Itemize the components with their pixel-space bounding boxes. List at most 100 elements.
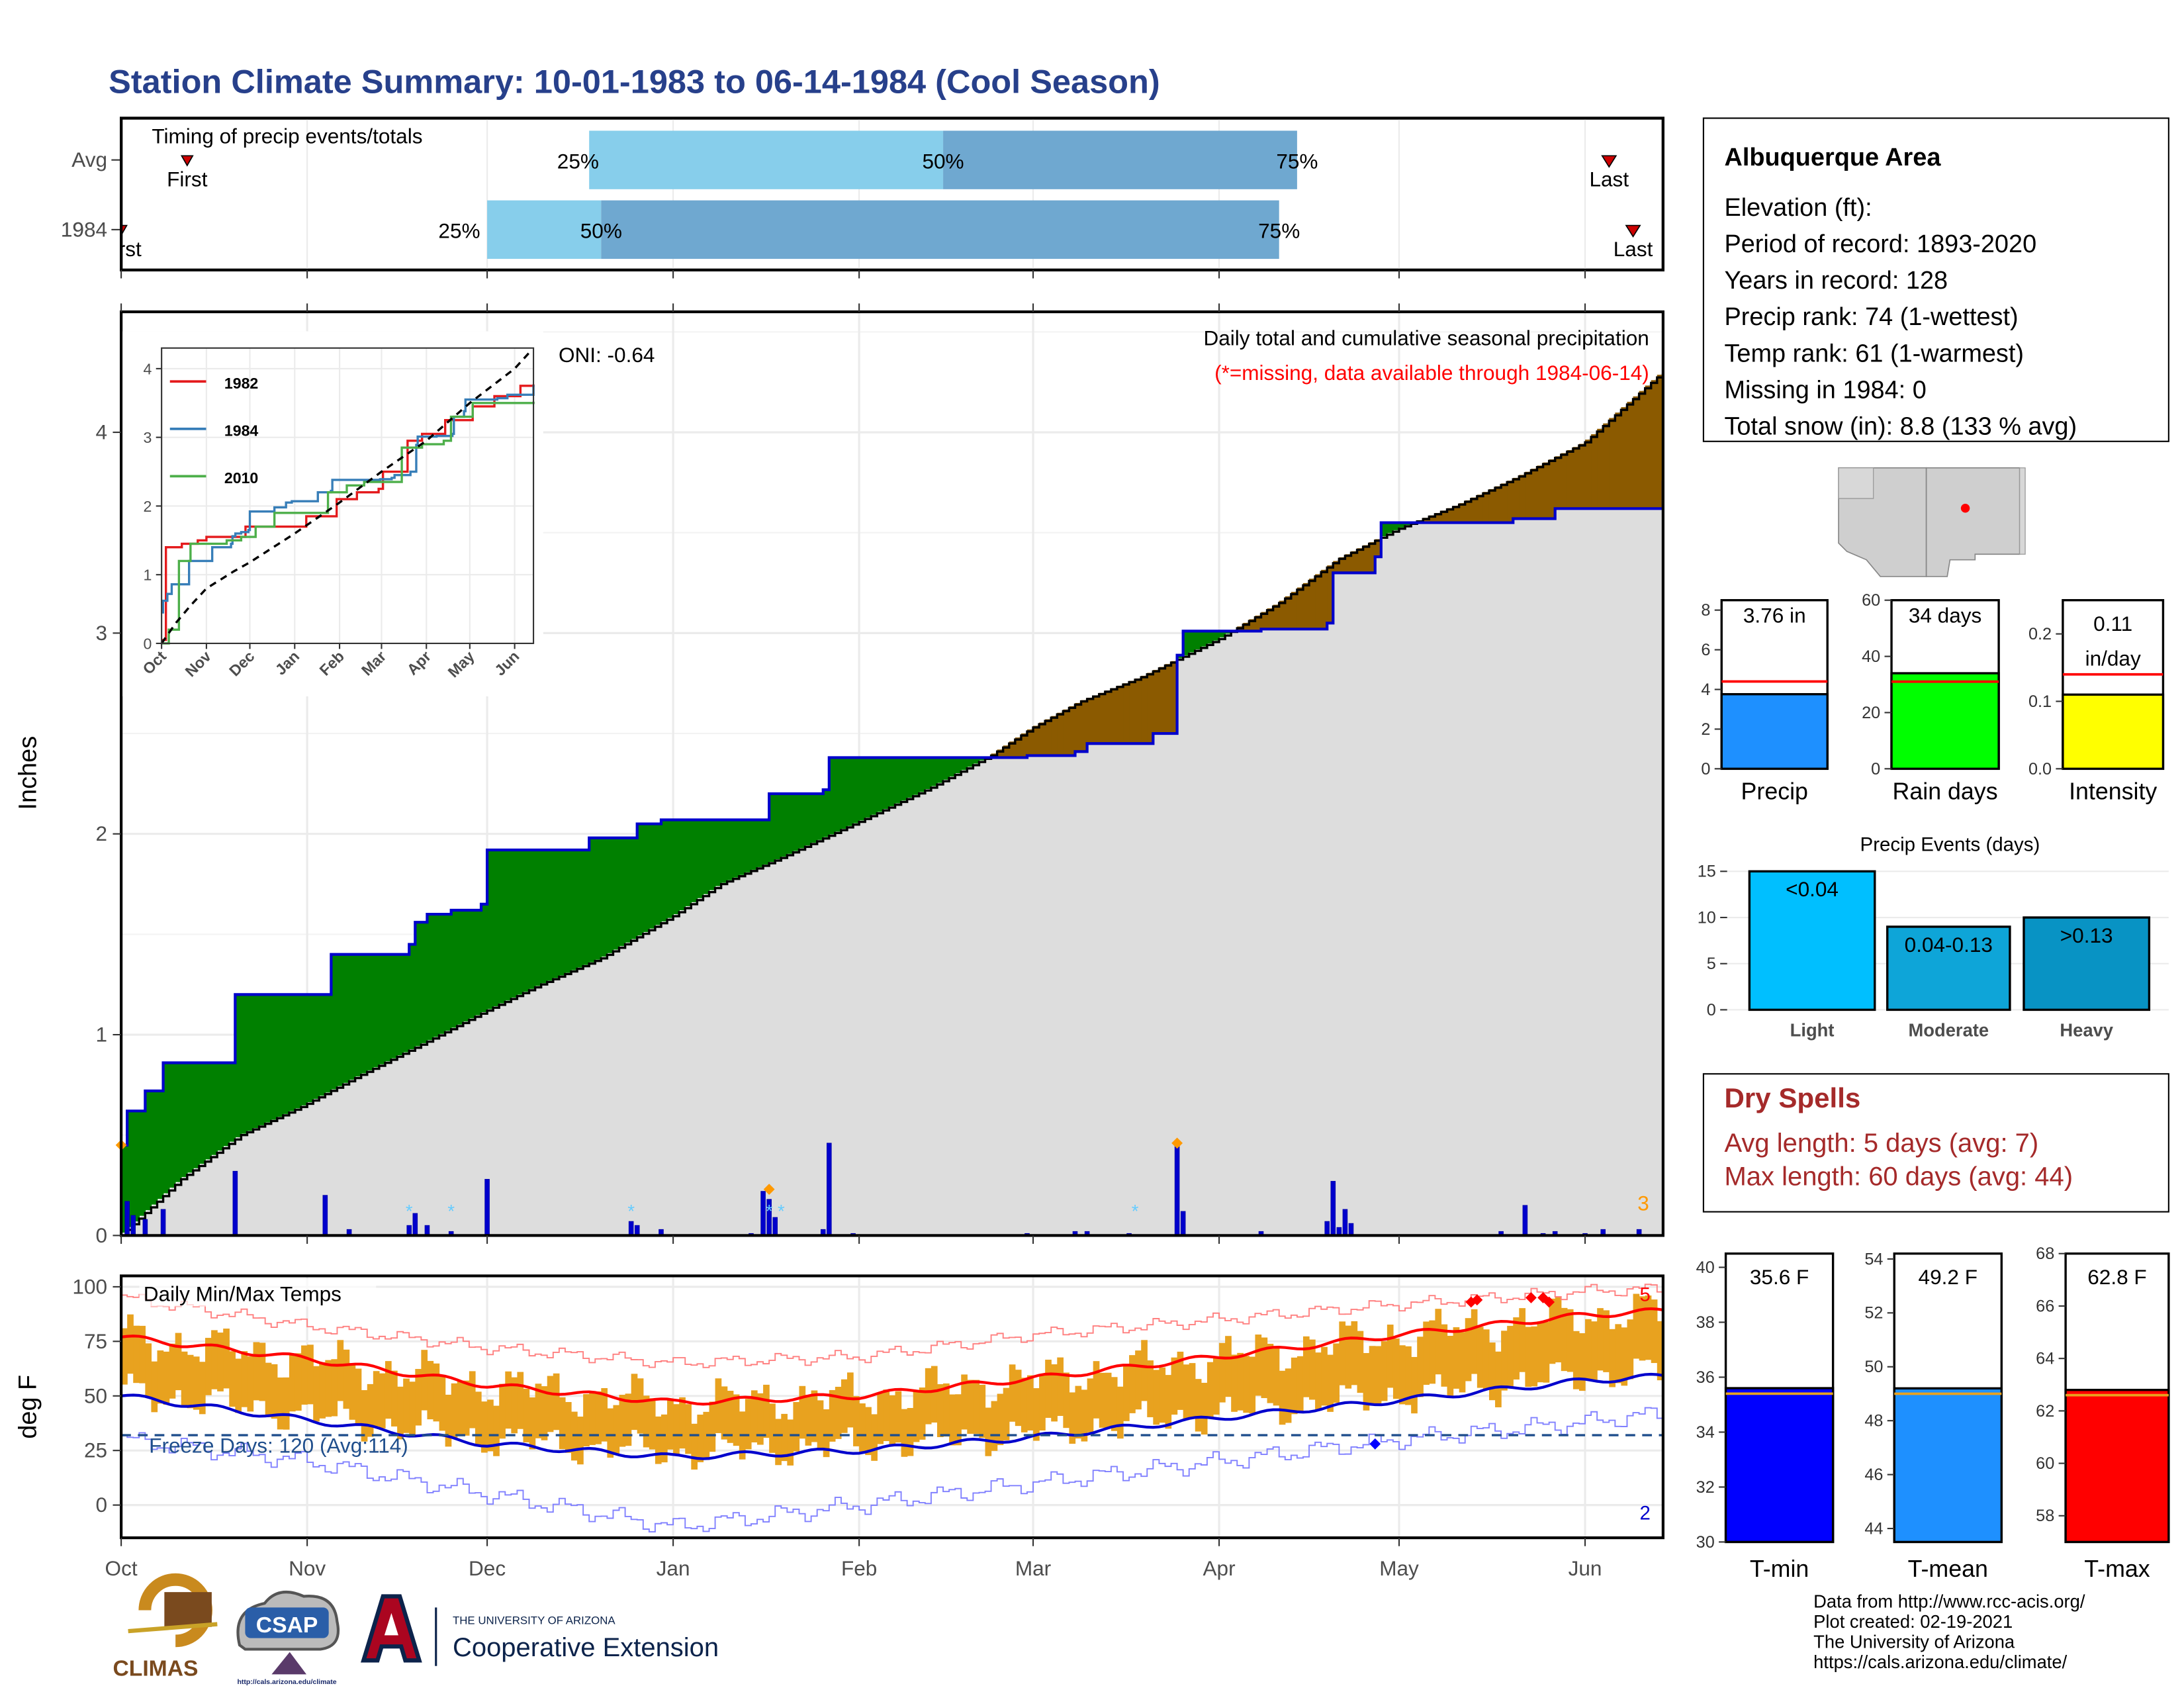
daily-temp-bar: [841, 1379, 848, 1433]
daily-temp-bar: [433, 1363, 440, 1422]
surplus-segment: [715, 820, 722, 886]
deficit-segment: [1153, 670, 1160, 734]
daily-temp-bar: [877, 1393, 884, 1444]
surplus-segment: [403, 954, 410, 1053]
daily-temp-bar: [925, 1368, 932, 1425]
station-info-line: Total snow (in): 8.8 (133 % avg): [1724, 413, 2077, 441]
station-info-line: Precip rank: 74 (1-wettest): [1724, 303, 2018, 331]
daily-temp-bar: [787, 1419, 794, 1466]
daily-temp-bar: [475, 1391, 482, 1445]
surplus-segment: [1183, 631, 1190, 655]
daily-temp-bar: [583, 1394, 590, 1447]
surplus-segment: [859, 757, 866, 821]
daily-temp-bar: [379, 1373, 386, 1429]
daily-temp-bar: [1429, 1320, 1436, 1384]
deficit-segment: [1477, 494, 1484, 523]
surplus-segment: [205, 1062, 212, 1160]
daily-temp-bar: [913, 1390, 920, 1442]
deficit-segment: [1105, 690, 1112, 744]
surplus-segment: [967, 757, 974, 767]
daily-temp-bar: [1561, 1307, 1568, 1372]
daily-temp-bar: [1087, 1378, 1094, 1432]
deficit-segment: [1147, 673, 1154, 744]
daily-precip-bar: [130, 1215, 136, 1236]
temp-summary-y-tick-label: 40: [1696, 1258, 1715, 1277]
summary-y-tick-label: 60: [1862, 591, 1880, 610]
surplus-segment: [757, 820, 764, 867]
summary-value-label: 0.11: [2093, 612, 2132, 635]
deficit-segment: [1045, 719, 1052, 756]
surplus-segment: [349, 954, 356, 1080]
timing-left-mask: [83, 119, 122, 269]
daily-temp-bar: [1327, 1354, 1334, 1412]
inset-y-tick-label: 2: [144, 498, 152, 515]
temp-summary-y-tick-label: 54: [1864, 1250, 1883, 1268]
deficit-segment: [1255, 615, 1262, 632]
surplus-segment: [367, 954, 374, 1070]
daily-temp-bar: [865, 1407, 872, 1456]
daily-precip-bar: [160, 1209, 166, 1236]
daily-temp-bar: [259, 1342, 266, 1401]
daily-temp-bar: [1243, 1356, 1250, 1413]
surplus-segment: [307, 994, 314, 1102]
footer-line: Data from http://www.rcc-acis.org/: [1813, 1591, 2085, 1611]
daily-temp-bar: [1591, 1321, 1598, 1382]
deficit-segment: [1597, 428, 1604, 509]
summary-value-label: 34 days: [1909, 603, 1982, 627]
daily-temp-bar: [1021, 1378, 1028, 1432]
daily-temp-bar: [619, 1395, 626, 1447]
surplus-segment: [889, 757, 896, 806]
surplus-segment: [643, 823, 650, 932]
surplus-segment: [691, 820, 698, 902]
daily-temp-bar: [1405, 1346, 1412, 1405]
daily-temp-bar: [529, 1397, 536, 1450]
surplus-segment: [829, 757, 836, 835]
daily-temp-bar: [229, 1351, 236, 1407]
events-y-tick-label: 5: [1707, 955, 1716, 973]
daily-temp-bar: [1482, 1329, 1490, 1390]
daily-precip-bar: [1174, 1143, 1180, 1236]
temp-summary-value-label: 62.8 F: [2087, 1265, 2146, 1289]
deficit-segment: [1051, 716, 1058, 756]
temp-summary-y-tick-label: 58: [2036, 1507, 2054, 1525]
daily-temp-bar: [883, 1389, 890, 1442]
surplus-segment: [733, 820, 740, 878]
daily-temp-bar: [697, 1415, 704, 1462]
deficit-segment: [997, 749, 1004, 758]
record-high-marker: [1525, 1291, 1537, 1303]
daily-temp-bar: [1392, 1338, 1400, 1399]
surplus-segment: [793, 794, 800, 851]
daily-temp-bar: [1572, 1331, 1580, 1389]
daily-temp-bar: [1003, 1387, 1010, 1440]
daily-temp-bar: [1633, 1293, 1640, 1359]
surplus-segment: [247, 994, 254, 1131]
deficit-segment: [1488, 489, 1496, 523]
daily-temp-bar: [943, 1383, 950, 1437]
timing-first-label: First: [167, 167, 208, 191]
daily-temp-bar: [403, 1378, 410, 1433]
surplus-segment: [685, 820, 692, 906]
daily-temp-bar: [1585, 1319, 1592, 1380]
surplus-segment: [607, 837, 614, 953]
deficit-segment: [1423, 518, 1430, 523]
temp-summary-value-label: 35.6 F: [1750, 1265, 1809, 1289]
deficit-segment: [1039, 722, 1046, 756]
daily-temp-bar: [811, 1390, 818, 1442]
daily-temp-bar: [1603, 1310, 1610, 1372]
daily-precip-bar: [424, 1225, 430, 1236]
surplus-segment: [907, 757, 914, 798]
daily-temp-bar: [1045, 1360, 1052, 1418]
record-high-count: 5: [1640, 1284, 1651, 1305]
temp-summary-bar-t-min: [1724, 1387, 1835, 1544]
surplus-segment: [655, 823, 662, 925]
surplus-segment: [157, 1090, 164, 1199]
daily-temp-bar: [1645, 1295, 1652, 1360]
daily-temp-bar: [660, 1414, 668, 1463]
daily-precip-bar: [1330, 1181, 1336, 1236]
deficit-segment: [1243, 622, 1250, 632]
surplus-segment: [649, 823, 656, 929]
dry-spells-max: Max length: 60 days (avg: 44): [1724, 1162, 2073, 1192]
surplus-segment: [619, 837, 626, 947]
deficit-segment: [1578, 444, 1586, 509]
station-info-box: Albuquerque Area Elevation (ft): Period o…: [1702, 117, 2169, 442]
